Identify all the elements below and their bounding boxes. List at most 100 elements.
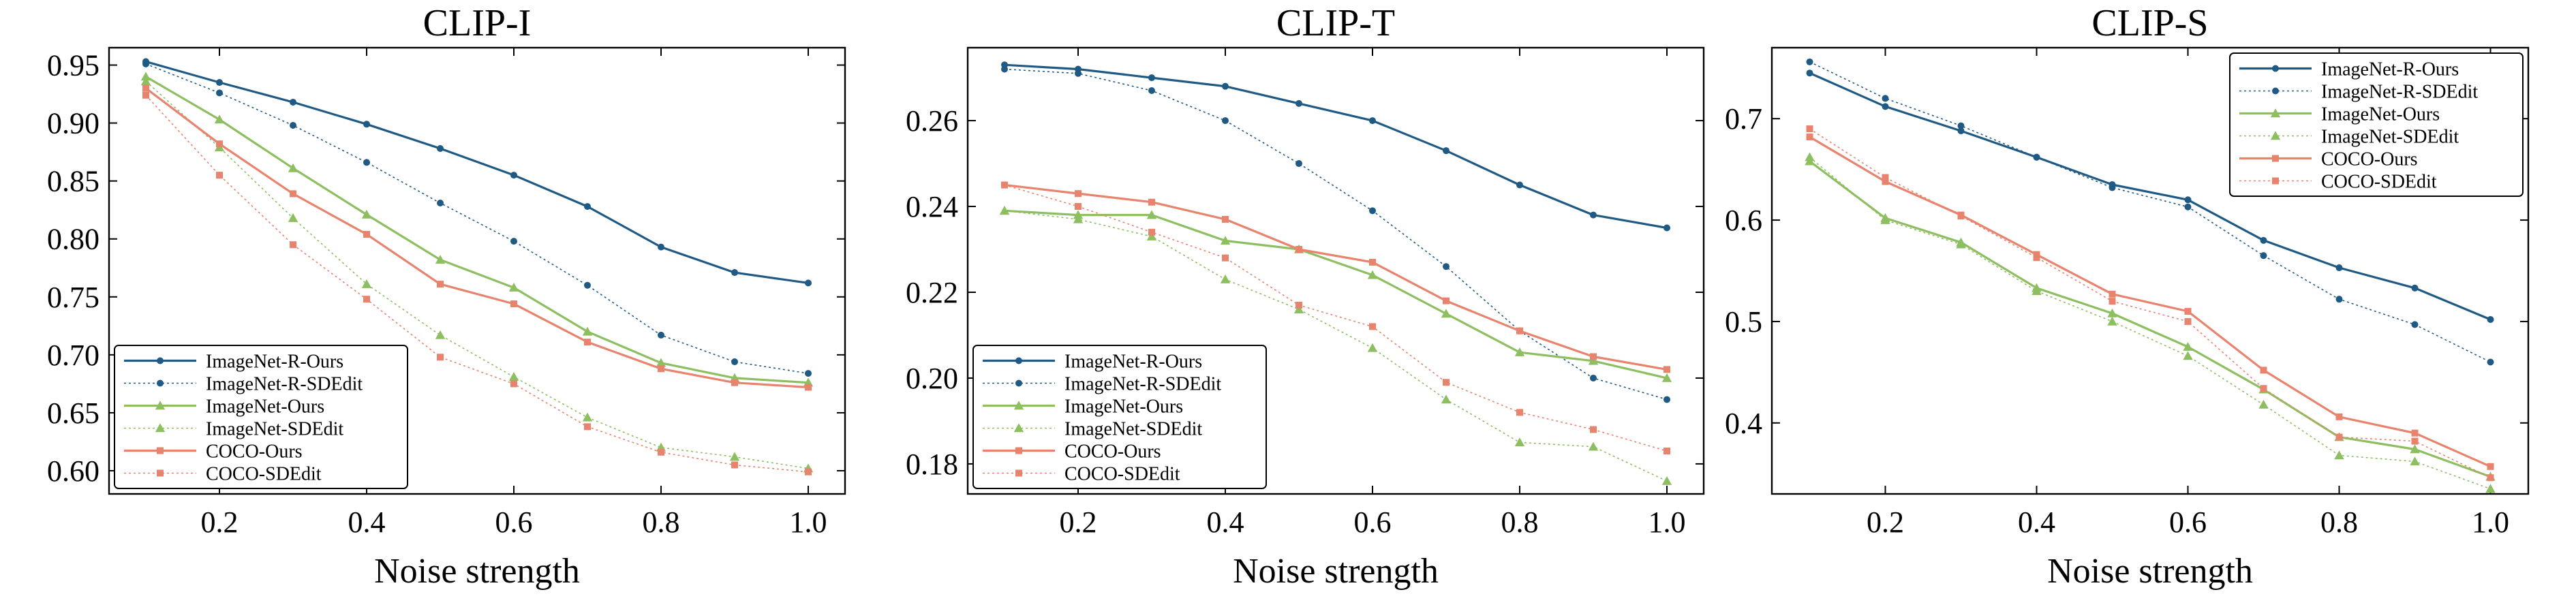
- legend-marker: [1015, 447, 1022, 454]
- data-point: [2410, 456, 2420, 466]
- series-line: [1004, 68, 1668, 401]
- data-point: [1661, 476, 1672, 485]
- series-imagenet-sdedit: [1805, 152, 2496, 493]
- data-point: [1073, 214, 1084, 223]
- series-imagenet-sdedit: [999, 206, 1672, 485]
- data-point: [1001, 65, 1008, 73]
- plot-frame: [108, 46, 846, 495]
- legend-marker: [1013, 401, 1024, 410]
- series-line: [1809, 61, 2491, 363]
- data-point: [1148, 87, 1155, 94]
- data-point: [1369, 323, 1376, 330]
- series-line: [145, 87, 809, 389]
- x-tick-label: 0.8: [2320, 505, 2358, 539]
- data-point: [290, 241, 296, 249]
- y-tick-label: 0.18: [906, 448, 958, 481]
- data-point: [1957, 127, 1965, 135]
- data-point: [2033, 153, 2040, 161]
- data-point: [805, 279, 812, 287]
- legend-label: ImageNet-R-Ours: [206, 352, 343, 373]
- data-point: [731, 379, 738, 386]
- data-point: [2485, 484, 2496, 493]
- data-point: [582, 412, 593, 422]
- legend-label: ImageNet-Ours: [206, 396, 324, 418]
- legend-box: [972, 345, 1267, 489]
- data-point: [1882, 95, 1889, 102]
- data-point: [2335, 296, 2343, 303]
- x-tick-label: 0.2: [1060, 505, 1097, 539]
- legend-marker: [1013, 423, 1024, 433]
- legend-label: COCO-Ours: [1064, 441, 1161, 463]
- data-point: [1146, 210, 1157, 219]
- data-point: [1369, 207, 1376, 215]
- series-line: [1004, 183, 1668, 371]
- legend-label: ImageNet-R-Ours: [1064, 352, 1202, 373]
- legend-label: ImageNet-R-SDEdit: [2321, 82, 2478, 103]
- x-tick-label: 0.2: [201, 505, 239, 539]
- legend-label: ImageNet-SDEdit: [2321, 127, 2459, 148]
- data-point: [1222, 117, 1229, 125]
- data-point: [2335, 433, 2343, 441]
- data-point: [2260, 236, 2267, 244]
- series-line: [145, 95, 809, 473]
- data-point: [2184, 308, 2192, 315]
- data-point: [1295, 246, 1302, 253]
- data-point: [1514, 437, 1525, 447]
- data-point: [142, 91, 149, 99]
- data-point: [1806, 134, 1813, 140]
- y-tick-label: 0.95: [47, 49, 99, 82]
- data-point: [290, 190, 296, 198]
- legend-label: ImageNet-R-SDEdit: [1064, 374, 1221, 395]
- data-point: [1805, 152, 1815, 161]
- data-point: [1441, 394, 1452, 404]
- data-point: [1590, 426, 1597, 433]
- data-point: [658, 243, 664, 251]
- legend-label: ImageNet-Ours: [2321, 104, 2440, 125]
- data-point: [1588, 356, 1599, 365]
- data-point: [361, 209, 372, 219]
- legend-label: ImageNet-Ours: [1064, 396, 1183, 418]
- data-point: [1443, 297, 1450, 305]
- y-tick-label: 0.24: [906, 190, 958, 223]
- x-tick-label: 0.6: [2169, 505, 2207, 539]
- y-tick-label: 0.7: [1725, 102, 1762, 136]
- data-point: [2335, 264, 2343, 272]
- series-line: [1004, 184, 1668, 452]
- data-point: [2107, 316, 2117, 326]
- data-point: [2487, 463, 2494, 470]
- series-imagenet-r-ours: [142, 58, 812, 287]
- data-point: [508, 371, 519, 381]
- chart-clip-i: CLIP-I 0.2 0.4 0.6 0.8 1.0 0.60 0.65 0.70 0.75 0.8…: [47, 2, 846, 591]
- legend-label: ImageNet-SDEdit: [206, 419, 343, 440]
- y-tick-label: 0.65: [47, 396, 99, 430]
- series-line: [145, 60, 809, 284]
- legend: ImageNet-R-OursImageNet-R-SDEditImageNet…: [972, 345, 1267, 489]
- legend-marker: [1015, 469, 1022, 477]
- y-tick-label: 0.60: [47, 454, 99, 488]
- data-point: [805, 468, 812, 476]
- data-point: [2411, 321, 2419, 328]
- data-point: [656, 358, 666, 367]
- data-point: [216, 89, 223, 97]
- plot-frame: [1770, 46, 2530, 495]
- data-point: [1806, 125, 1813, 133]
- data-point: [1443, 147, 1450, 155]
- data-point: [805, 370, 812, 377]
- data-point: [2184, 203, 2192, 211]
- data-point: [1222, 215, 1229, 223]
- data-point: [288, 163, 298, 172]
- data-point: [288, 213, 298, 222]
- data-point: [2260, 252, 2267, 260]
- data-point: [437, 281, 444, 288]
- x-tick-label: 0.6: [495, 505, 533, 539]
- legend-marker: [155, 423, 166, 433]
- data-point: [363, 296, 370, 303]
- data-point: [2411, 437, 2419, 445]
- data-point: [510, 300, 517, 307]
- plot-frame: [966, 46, 1705, 495]
- series-coco-sdedit: [142, 91, 812, 476]
- data-point: [510, 238, 517, 245]
- series-imagenet-r-sdedit: [1806, 58, 2494, 366]
- y-tick-label: 0.70: [47, 339, 99, 372]
